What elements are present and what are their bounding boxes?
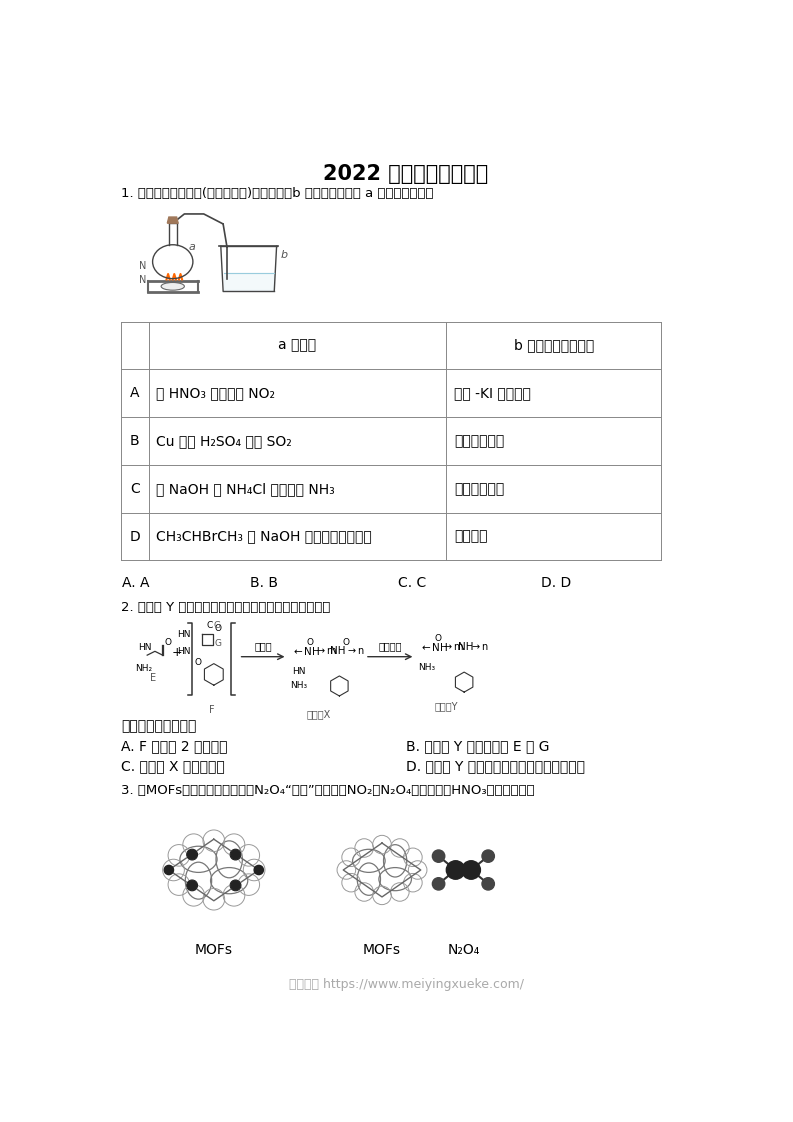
Text: MOFs: MOFs [363, 944, 401, 957]
Text: 1. 利用如图所示装置(夹持装置略)进行实验，b 中现象不能证明 a 中产物生成的是: 1. 利用如图所示装置(夹持装置略)进行实验，b 中现象不能证明 a 中产物生成… [121, 187, 433, 200]
Text: C. 高分子 X 中存在氢键: C. 高分子 X 中存在氢键 [121, 760, 224, 773]
Text: 催化剂: 催化剂 [255, 642, 272, 651]
Text: NH₃: NH₃ [419, 663, 435, 672]
Text: a 中反应: a 中反应 [278, 339, 316, 352]
Text: O: O [215, 624, 221, 633]
Text: O: O [435, 634, 441, 643]
Text: C: C [207, 620, 213, 629]
Text: b: b [281, 250, 288, 260]
Polygon shape [167, 217, 178, 223]
Text: A. F 中含有 2 个酰胺基: A. F 中含有 2 个酰胺基 [121, 739, 228, 753]
Text: 聚合物X: 聚合物X [306, 709, 331, 719]
Text: B. 高分子 Y 水解可得到 E 和 G: B. 高分子 Y 水解可得到 E 和 G [406, 739, 550, 753]
Circle shape [186, 849, 197, 859]
Text: 一定条件: 一定条件 [378, 642, 402, 651]
Text: $\rightarrow$n: $\rightarrow$n [469, 643, 489, 653]
Text: A: A [130, 386, 140, 401]
Text: O: O [306, 637, 313, 646]
Circle shape [230, 849, 241, 859]
Text: D. 高分子 Y 的合成过程中进行了官能团保护: D. 高分子 Y 的合成过程中进行了官能团保护 [406, 760, 585, 773]
Text: N₂O₄: N₂O₄ [447, 944, 480, 957]
Text: D. D: D. D [541, 576, 571, 590]
Text: O: O [195, 657, 202, 666]
Text: NH: NH [330, 646, 346, 656]
Text: E: E [151, 673, 156, 683]
Text: HN: HN [177, 646, 190, 656]
Text: 2. 高分子 Y 是一种人工合成的多肽，其合成路线如下。: 2. 高分子 Y 是一种人工合成的多肽，其合成路线如下。 [121, 601, 330, 614]
Text: 淀粉 -KI 溶液变蓝: 淀粉 -KI 溶液变蓝 [454, 386, 531, 401]
Ellipse shape [161, 283, 185, 291]
Circle shape [482, 877, 494, 890]
Text: $\leftarrow$NH: $\leftarrow$NH [419, 642, 448, 653]
Text: C: C [130, 481, 140, 496]
Circle shape [230, 880, 241, 891]
Text: +: + [171, 646, 182, 660]
Text: 2022 年北京卷部分试题: 2022 年北京卷部分试题 [324, 164, 488, 184]
Text: 浓 HNO₃ 分解生成 NO₂: 浓 HNO₃ 分解生成 NO₂ [156, 386, 275, 401]
Text: a: a [188, 242, 195, 252]
Circle shape [186, 880, 197, 891]
Text: 溴水褪色: 溴水褪色 [454, 530, 488, 543]
Text: 浓 NaOH 与 NH₄Cl 溶液生成 NH₃: 浓 NaOH 与 NH₄Cl 溶液生成 NH₃ [156, 481, 335, 496]
Text: $\leftarrow$NH: $\leftarrow$NH [291, 645, 320, 657]
Text: $\rightarrow$m: $\rightarrow$m [442, 643, 465, 653]
Text: B: B [130, 434, 140, 448]
Text: 高分子Y: 高分子Y [435, 701, 458, 711]
Text: Cu 与浓 H₂SO₄ 生成 SO₂: Cu 与浓 H₂SO₄ 生成 SO₂ [156, 434, 293, 448]
Text: 下列说法不正确的是: 下列说法不正确的是 [121, 719, 196, 733]
Circle shape [432, 850, 445, 863]
Text: 3. 某MOFs的多孔材料刚好可将N₂O₄“固定”，实现了NO₂与N₂O₄分离并制备HNO₃，如图所示：: 3. 某MOFs的多孔材料刚好可将N₂O₄“固定”，实现了NO₂与N₂O₄分离并… [121, 784, 534, 797]
Text: NH₃: NH₃ [290, 681, 308, 690]
Text: A. A: A. A [122, 576, 150, 590]
Text: N: N [139, 261, 146, 272]
Circle shape [187, 850, 197, 859]
Circle shape [462, 861, 481, 880]
Text: HN: HN [177, 629, 190, 638]
Circle shape [446, 861, 465, 880]
Text: D: D [129, 530, 140, 543]
Text: O: O [342, 637, 349, 646]
Text: 酚酞溶液变红: 酚酞溶液变红 [454, 481, 504, 496]
Circle shape [164, 865, 174, 875]
Text: G: G [213, 620, 220, 629]
Circle shape [231, 881, 240, 890]
Text: NH₂: NH₂ [135, 663, 152, 672]
Text: C. C: C. C [397, 576, 426, 590]
Circle shape [187, 881, 197, 890]
Circle shape [432, 877, 445, 890]
Text: CH₃CHBrCH₃ 与 NaOH 乙醇溶液生成丙烯: CH₃CHBrCH₃ 与 NaOH 乙醇溶液生成丙烯 [156, 530, 372, 543]
Text: 品红溶液褪色: 品红溶液褪色 [454, 434, 504, 448]
Text: NH: NH [458, 643, 473, 653]
Text: O: O [164, 637, 171, 646]
Circle shape [231, 850, 240, 859]
Text: B. B: B. B [251, 576, 278, 590]
Circle shape [482, 850, 494, 863]
Text: N: N [139, 275, 146, 285]
Text: $\rightarrow$m: $\rightarrow$m [315, 646, 337, 656]
Text: F: F [209, 706, 215, 715]
Text: HN: HN [293, 666, 306, 675]
Text: HN: HN [138, 643, 151, 652]
Text: $\rightarrow$n: $\rightarrow$n [346, 646, 365, 656]
Text: b 中检测试剂及现象: b 中检测试剂及现象 [514, 339, 594, 352]
Text: MOFs: MOFs [195, 944, 233, 957]
Text: G: G [215, 640, 221, 649]
Text: 魅影学科 https://www.meiyingxueke.com/: 魅影学科 https://www.meiyingxueke.com/ [289, 977, 523, 991]
Circle shape [254, 865, 263, 875]
